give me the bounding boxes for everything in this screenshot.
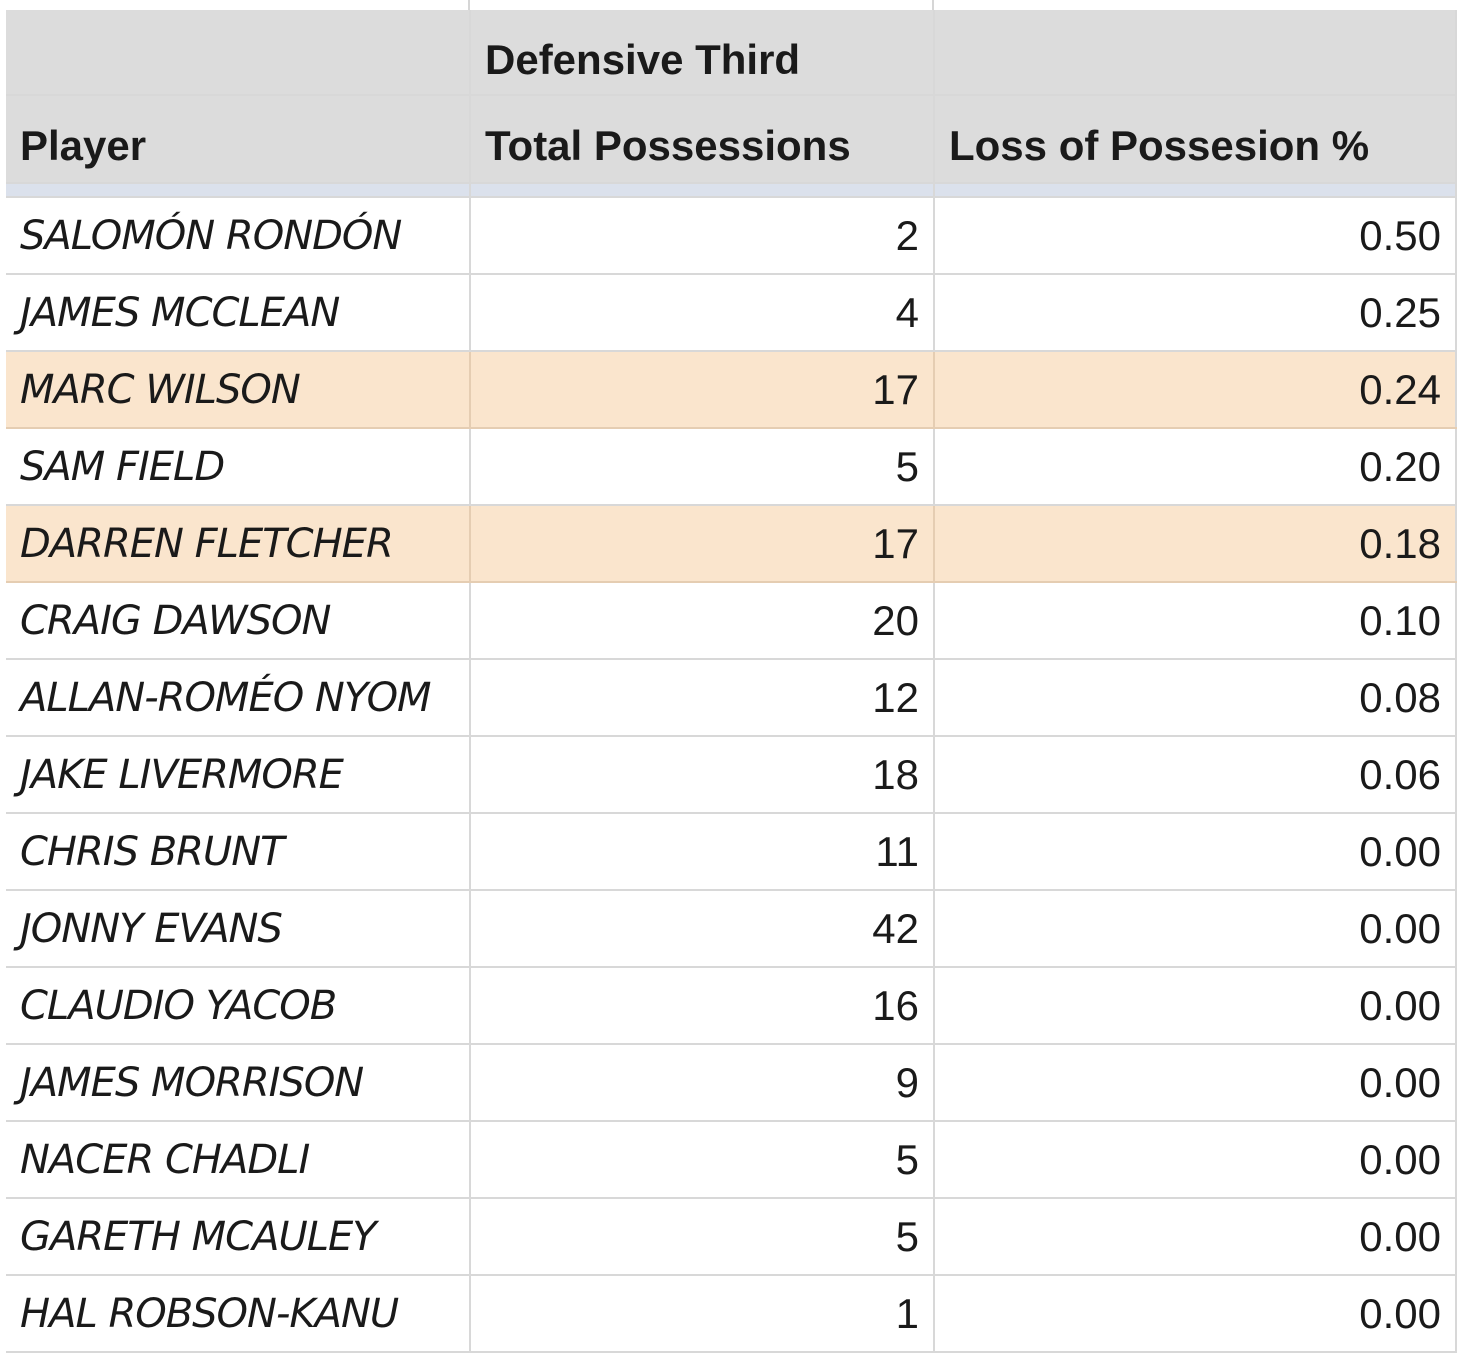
header-row-columns: Player Total Possessions Loss of Possesi… [6,95,1457,184]
player-name-cell[interactable]: SALOMÓN RONDÓN [6,197,471,275]
loss-of-possession-cell[interactable]: 0.00 [934,890,1457,968]
column-header-total-possessions[interactable]: Total Possessions [470,95,935,184]
total-possessions-cell[interactable]: 16 [470,967,935,1045]
loss-of-possession-cell[interactable]: 0.24 [934,351,1457,429]
player-name-cell[interactable]: JAMES MCCLEAN [6,274,471,352]
table-row: HAL ROBSON-KANU 1 0.00 [6,1275,1457,1353]
player-name-cell[interactable]: SAM FIELD [6,428,471,506]
stats-table: Defensive Third Player Total Possessions… [6,10,1457,1353]
loss-of-possession-cell[interactable]: 0.18 [934,505,1457,583]
table-row: JAMES MORRISON 9 0.00 [6,1044,1457,1122]
player-name-cell[interactable]: MARC WILSON [6,351,471,429]
column-header-player[interactable]: Player [6,95,471,184]
player-name-cell[interactable]: ALLAN-ROMÉO NYOM [6,659,471,737]
column-header-loss-of-possession[interactable]: Loss of Possesion % [934,95,1457,184]
header-group-label[interactable]: Defensive Third [470,10,935,96]
loss-of-possession-cell[interactable]: 0.00 [934,1044,1457,1122]
table-row: SAM FIELD 5 0.20 [6,428,1457,506]
table-row: JAMES MCCLEAN 4 0.25 [6,274,1457,352]
player-name-cell[interactable]: JAKE LIVERMORE [6,736,471,814]
total-possessions-cell[interactable]: 18 [470,736,935,814]
loss-of-possession-cell[interactable]: 0.00 [934,967,1457,1045]
loss-of-possession-cell[interactable]: 0.08 [934,659,1457,737]
table-row: JAKE LIVERMORE 18 0.06 [6,736,1457,814]
table-body: SALOMÓN RONDÓN 2 0.50 JAMES MCCLEAN 4 0.25 MAR… [6,197,1457,1353]
loss-of-possession-cell[interactable]: 0.00 [934,1198,1457,1276]
total-possessions-cell[interactable]: 5 [470,1198,935,1276]
table-row: SALOMÓN RONDÓN 2 0.50 [6,197,1457,275]
loss-of-possession-cell[interactable]: 0.00 [934,1275,1457,1353]
player-name-cell[interactable]: JAMES MORRISON [6,1044,471,1122]
player-name-cell[interactable]: JONNY EVANS [6,890,471,968]
player-name-cell[interactable]: GARETH MCAULEY [6,1198,471,1276]
total-possessions-cell[interactable]: 1 [470,1275,935,1353]
total-possessions-cell[interactable]: 17 [470,351,935,429]
total-possessions-cell[interactable]: 5 [470,1121,935,1199]
table-row: CLAUDIO YACOB 16 0.00 [6,967,1457,1045]
player-name-cell[interactable]: DARREN FLETCHER [6,505,471,583]
total-possessions-cell[interactable]: 12 [470,659,935,737]
loss-of-possession-cell[interactable]: 0.25 [934,274,1457,352]
table-row: CRAIG DAWSON 20 0.10 [6,582,1457,660]
total-possessions-cell[interactable]: 42 [470,890,935,968]
loss-of-possession-cell[interactable]: 0.00 [934,813,1457,891]
total-possessions-cell[interactable]: 9 [470,1044,935,1122]
player-name-cell[interactable]: CLAUDIO YACOB [6,967,471,1045]
table-row: JONNY EVANS 42 0.00 [6,890,1457,968]
player-name-cell[interactable]: HAL ROBSON-KANU [6,1275,471,1353]
total-possessions-cell[interactable]: 4 [470,274,935,352]
player-name-cell[interactable]: CHRIS BRUNT [6,813,471,891]
player-name-cell[interactable]: CRAIG DAWSON [6,582,471,660]
table-row: NACER CHADLI 5 0.00 [6,1121,1457,1199]
frozen-rows-divider[interactable] [6,183,1457,198]
player-name-cell[interactable]: NACER CHADLI [6,1121,471,1199]
total-possessions-cell[interactable]: 2 [470,197,935,275]
table-row: GARETH MCAULEY 5 0.00 [6,1198,1457,1276]
table-row: DARREN FLETCHER 17 0.18 [6,505,1457,583]
header-cell-empty-a[interactable] [6,10,471,96]
total-possessions-cell[interactable]: 20 [470,582,935,660]
total-possessions-cell[interactable]: 5 [470,428,935,506]
total-possessions-cell[interactable]: 17 [470,505,935,583]
total-possessions-cell[interactable]: 11 [470,813,935,891]
loss-of-possession-cell[interactable]: 0.20 [934,428,1457,506]
header-row-group: Defensive Third [6,10,1457,96]
table-row: MARC WILSON 17 0.24 [6,351,1457,429]
header-cell-empty-b[interactable] [934,10,1457,96]
loss-of-possession-cell[interactable]: 0.50 [934,197,1457,275]
table-row: ALLAN-ROMÉO NYOM 12 0.08 [6,659,1457,737]
loss-of-possession-cell[interactable]: 0.06 [934,736,1457,814]
loss-of-possession-cell[interactable]: 0.00 [934,1121,1457,1199]
table-row: CHRIS BRUNT 11 0.00 [6,813,1457,891]
loss-of-possession-cell[interactable]: 0.10 [934,582,1457,660]
